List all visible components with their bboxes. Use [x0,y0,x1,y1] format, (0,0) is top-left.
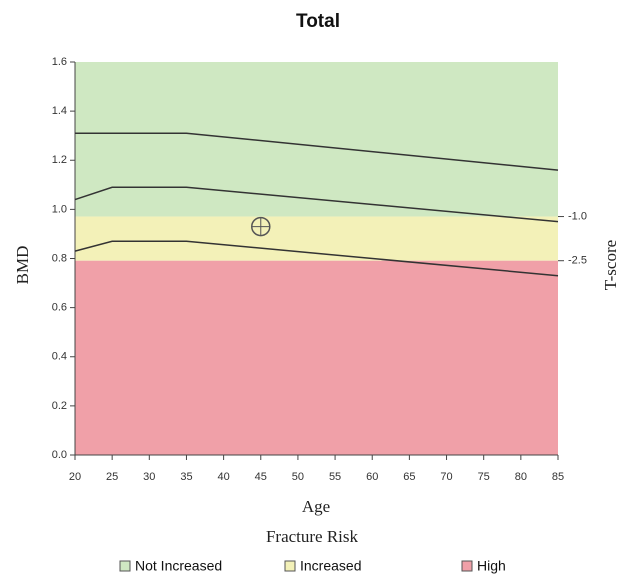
legend-title: Fracture Risk [266,527,359,546]
reference-line [74,186,559,223]
y2-tick-label: -1.0 [568,210,587,222]
y-tick-label: 0.0 [52,449,67,461]
y-tick-label: 0.4 [52,351,67,363]
x-tick-label: 75 [478,471,490,483]
x-tick-label: 55 [329,471,341,483]
y-tick-label: 0.2 [52,400,67,412]
y-tick-label: 1.2 [52,154,67,166]
x-tick-label: 50 [292,471,304,483]
legend-swatch [119,560,131,572]
patient-point-cross [251,217,270,236]
reference-line [74,240,559,277]
legend-swatch [284,560,296,572]
y-tick-label: 0.6 [52,302,67,314]
y2-tick-label: -2.5 [568,255,587,267]
risk-band [75,62,558,217]
x-tick-label: 70 [440,471,452,483]
y-tick-label: 1.4 [52,105,67,117]
y-axis-label: BMD [13,246,32,285]
x-tick-label: 40 [217,471,229,483]
y2-axis-label: T-score [601,240,620,290]
x-tick-label: 85 [552,471,564,483]
reference-line [75,132,559,171]
x-tick-label: 80 [515,471,527,483]
y-tick-label: 1.6 [52,56,67,68]
legend-label: Increased [300,558,361,574]
x-tick-label: 30 [143,471,155,483]
x-tick-label: 60 [366,471,378,483]
risk-band [75,260,558,455]
x-axis-label: Age [302,497,330,516]
legend-swatch [461,560,473,572]
x-tick-label: 20 [69,471,81,483]
x-tick-label: 45 [255,471,267,483]
legend-label: Not Increased [135,558,222,574]
legend-label: High [477,558,506,574]
x-tick-label: 65 [403,471,415,483]
y-tick-label: 0.8 [52,252,67,264]
x-tick-label: 35 [180,471,192,483]
chart-title: Total [296,11,340,32]
y-tick-label: 1.0 [52,203,67,215]
x-tick-label: 25 [106,471,118,483]
